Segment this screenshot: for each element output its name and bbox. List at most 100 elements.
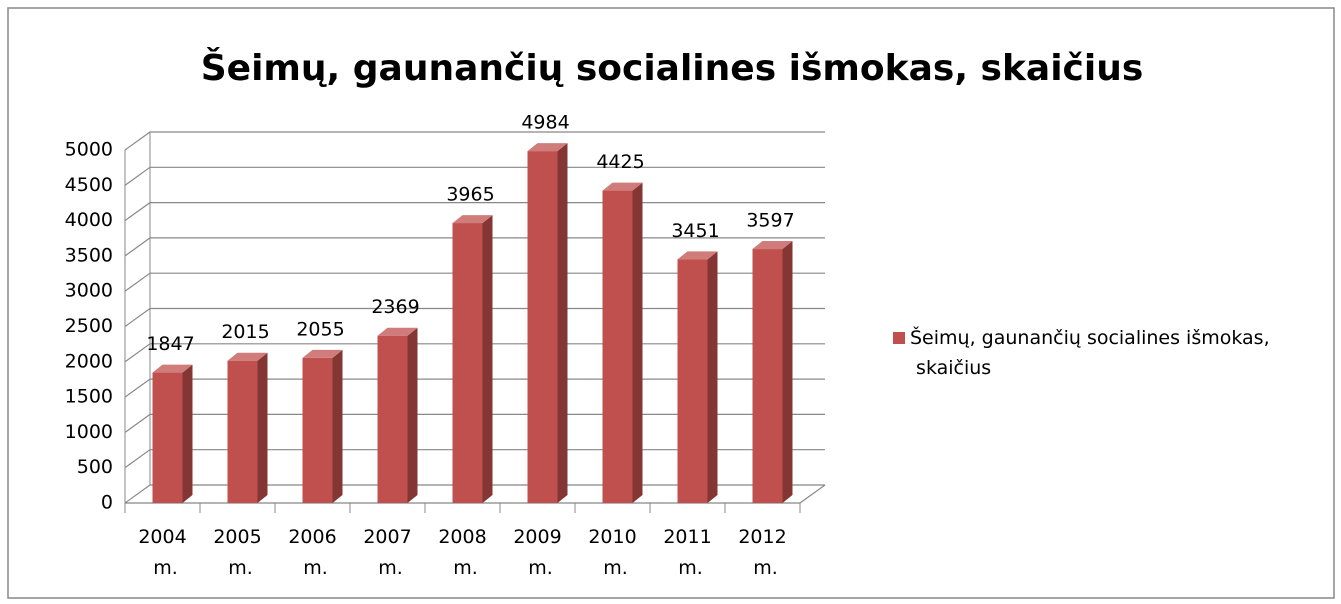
legend-swatch (893, 332, 905, 344)
bar-top (677, 251, 718, 260)
line: m. (672, 557, 703, 579)
bar-front (152, 372, 183, 503)
data-label: 2369 (371, 296, 419, 318)
bar-top (227, 352, 268, 361)
line: m. (147, 557, 178, 579)
bar-top (302, 349, 343, 358)
bar-side (332, 349, 343, 503)
bar (302, 349, 343, 503)
line: m. (447, 557, 478, 579)
y-tick-label: 500 (77, 456, 113, 478)
bar-side (632, 182, 643, 503)
grid-line (124, 237, 825, 257)
bar-top (602, 182, 643, 191)
bar-front (602, 190, 633, 503)
bar-front (677, 259, 708, 503)
line: m. (747, 557, 778, 579)
bar-front (452, 223, 483, 504)
data-label: 4425 (596, 151, 644, 173)
bar (377, 327, 418, 503)
bar-front (377, 335, 408, 503)
y-tick-label: 2000 (65, 350, 113, 372)
x-tick-label: 2008 m. (438, 526, 486, 579)
bar-side (782, 241, 793, 503)
bar (527, 143, 568, 504)
grid-line (124, 166, 825, 186)
bar-front (227, 360, 258, 503)
x-tick-label: 2011 m. (663, 526, 711, 579)
grid-line (124, 413, 825, 433)
x-tick-label: 2006 m. (288, 526, 336, 579)
y-tick-label: 2500 (65, 315, 113, 337)
line: 2008 (438, 526, 486, 548)
line: 2009 (513, 526, 561, 548)
data-label: 2055 (296, 318, 344, 340)
y-tick-label: 5000 (65, 139, 113, 161)
bar-top (752, 241, 793, 250)
grid-line (124, 131, 825, 151)
legend-label: Šeimų, gaunančių socialines išmokas, ska… (910, 325, 1270, 379)
x-tick-label: 2004 m. (138, 526, 186, 579)
bar-front (527, 151, 558, 504)
bar-top (377, 327, 418, 336)
y-tick-label: 4500 (65, 174, 113, 196)
data-label: 3451 (671, 220, 719, 242)
grid-line (124, 378, 825, 398)
line: m. (297, 557, 328, 579)
x-tick-label: 2005 m. (213, 526, 261, 579)
bar (677, 251, 718, 503)
bar-top (527, 143, 568, 152)
line: 2004 (138, 526, 186, 548)
bar (152, 364, 193, 503)
bar-side (407, 327, 418, 503)
line: Šeimų, gaunančių socialines išmokas, (910, 325, 1270, 349)
bar-front (752, 249, 783, 503)
bar-side (257, 352, 268, 503)
chart-title: Šeimų, gaunančių socialines išmokas, ska… (201, 47, 1144, 89)
y-tick-label: 3500 (65, 244, 113, 266)
line: 2010 (588, 526, 636, 548)
line: m. (522, 557, 553, 579)
chart-border (7, 7, 1335, 599)
bar (452, 215, 493, 504)
data-label: 1847 (146, 333, 194, 355)
y-tick-label: 3000 (65, 280, 113, 302)
grid-line (124, 272, 825, 292)
x-tick-label: 2010 m. (588, 526, 636, 579)
x-tick-label: 2012 m. (738, 526, 786, 579)
line: m. (222, 557, 253, 579)
data-label: 3965 (446, 184, 494, 206)
x-tick-label: 2007 m. (363, 526, 411, 579)
grid-line (124, 484, 825, 504)
bar-top (152, 364, 193, 373)
line: 2007 (363, 526, 411, 548)
grid-line (124, 202, 825, 222)
line: 2005 (213, 526, 261, 548)
bar-side (557, 143, 568, 504)
bar-side (482, 215, 493, 504)
data-label: 4984 (521, 112, 569, 134)
line: 2006 (288, 526, 336, 548)
line: m. (597, 557, 628, 579)
y-tick-label: 4000 (65, 209, 113, 231)
bar-side (707, 251, 718, 503)
bar (752, 241, 793, 503)
grid-line (124, 307, 825, 327)
line: skaičius (910, 357, 991, 379)
x-tick-label: 2009 m. (513, 526, 561, 579)
line: 2012 (738, 526, 786, 548)
bar (227, 352, 268, 503)
bar-side (182, 364, 193, 503)
bar (602, 182, 643, 503)
bar-front (302, 357, 333, 503)
data-label: 3597 (746, 210, 794, 232)
line: 2011 (663, 526, 711, 548)
y-tick-label: 1500 (65, 386, 113, 408)
line: m. (372, 557, 403, 579)
y-tick-label: 1000 (65, 421, 113, 443)
y-tick-label: 0 (101, 492, 113, 514)
grid-line (124, 449, 825, 469)
grid-line (124, 343, 825, 363)
bar-top (452, 215, 493, 224)
